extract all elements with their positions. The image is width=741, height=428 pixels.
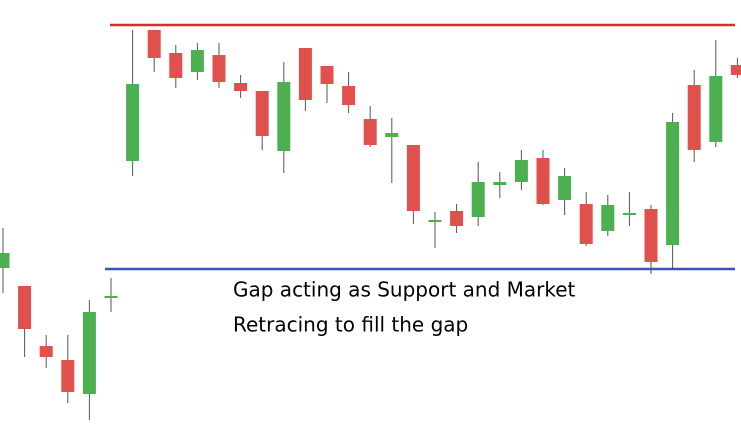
- candle-body: [644, 209, 658, 262]
- candle-body: [18, 286, 32, 329]
- candle-body: [428, 220, 442, 222]
- candle-body: [493, 182, 507, 185]
- candle-body: [39, 346, 53, 357]
- annotation: Gap acting as Support and Market: [233, 278, 576, 302]
- candle-body: [666, 122, 680, 245]
- candle-body: [82, 312, 96, 394]
- candle-body: [601, 205, 615, 231]
- candle-body: [730, 65, 741, 75]
- candles: [0, 30, 741, 420]
- candle-body: [277, 82, 291, 151]
- candle-body: [0, 253, 10, 268]
- candle-body: [104, 296, 118, 298]
- candle-body: [342, 86, 356, 105]
- candle-body: [406, 145, 420, 211]
- candle-body: [579, 204, 593, 244]
- annotation: Retracing to fill the gap: [233, 313, 468, 337]
- candle-body: [385, 133, 399, 137]
- candle-body: [471, 182, 485, 217]
- candle-body: [169, 53, 183, 78]
- candle-body: [190, 50, 204, 72]
- candle-body: [212, 55, 226, 82]
- candle-body: [61, 360, 75, 392]
- candle-body: [687, 85, 701, 150]
- candle-body: [298, 48, 312, 100]
- candle-body: [147, 30, 161, 58]
- candle-body: [536, 158, 550, 204]
- candle-body: [234, 83, 248, 91]
- levels: [105, 23, 735, 271]
- candle-body: [450, 211, 464, 226]
- candle-body: [514, 160, 528, 182]
- candle-body: [709, 76, 723, 142]
- candle-body: [363, 119, 377, 145]
- candle-body: [622, 213, 636, 215]
- candle-body: [320, 66, 334, 84]
- candle-body: [126, 84, 140, 161]
- candle-body: [255, 91, 269, 136]
- candle-body: [558, 176, 572, 200]
